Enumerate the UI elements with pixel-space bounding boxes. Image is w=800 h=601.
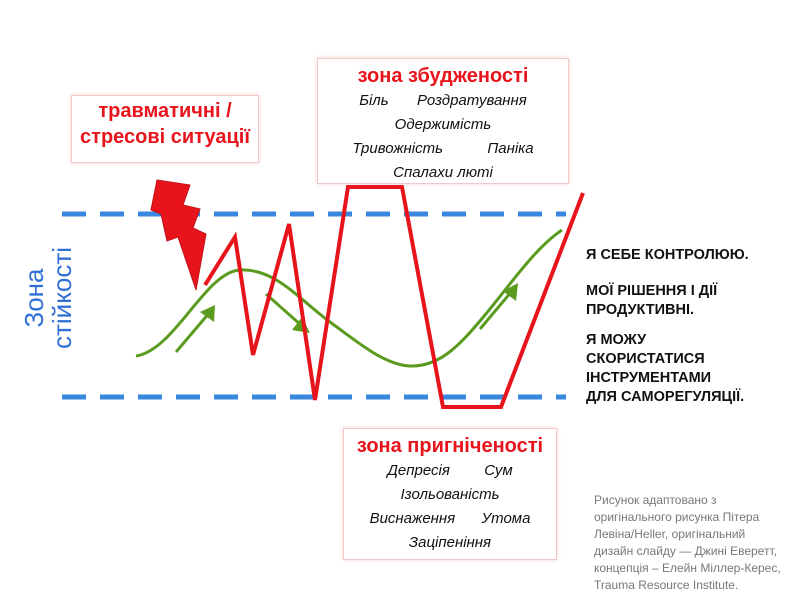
hypoarousal-title: зона пригніченості [356,435,544,457]
hyperarousal-item: Біль [359,92,389,109]
resilience-zone-label-line2: стійкості [47,246,77,350]
trauma-title-line1: травматичні / [98,100,232,122]
hyperarousal-box: зона збудженості Біль Роздратування Одер… [317,58,569,184]
statement-line: МОЇ РІШЕННЯ І ДІЇ [586,283,718,299]
caption-line: концепція – Елейн Міллер-Керес, [594,561,781,575]
attribution-caption: Рисунок адаптовано з оригінального рисун… [594,492,794,594]
statement-decisions: МОЇ РІШЕННЯ І ДІЇ ПРОДУКТИВНІ. [586,282,717,320]
hypoarousal-item: Депресія [387,462,450,479]
hyperarousal-item: Роздратування [416,92,527,109]
statement-line: ДЛЯ САМОРЕГУЛЯЦІЇ. [586,389,745,405]
resilience-zone-label: Зона стійкості [19,238,140,358]
resilience-zone-label-line1: Зона [19,268,49,328]
caption-line: дизайн слайду — Джині Еверетт, [594,544,777,558]
direction-arrow-1 [174,305,215,353]
hypoarousal-item: Ізольованість [400,486,500,503]
statement-tools: Я МОЖУ СКОРИСТАТИСЯ ІНСТРУМЕНТАМИ ДЛЯ СА… [586,331,744,407]
statement-line: Я СЕБЕ КОНТРОЛЮЮ. [586,247,749,263]
caption-line: Trauma Resource Institute. [594,578,739,592]
statement-line: ІНСТРУМЕНТАМИ [586,370,712,386]
hyperarousal-item: Тривожність [352,140,444,157]
hypoarousal-item: Утома [481,510,531,527]
statement-line: СКОРИСТАТИСЯ [586,351,705,367]
trauma-title-line2: стресові ситуації [80,126,250,148]
caption-line: Левіна/Heller, оригінальний [594,527,746,541]
caption-line: оригінального рисунка Пітера [594,510,760,524]
hyperarousal-title: зона збудженості [357,65,529,87]
direction-arrow-3 [478,283,518,330]
hyperarousal-item: Паніка [487,140,534,157]
statement-line: Я МОЖУ [586,332,647,348]
statement-line: ПРОДУКТИВНІ. [586,302,695,318]
regulated-curve [135,228,563,368]
dysregulated-line [203,185,585,409]
hypoarousal-item: Сум [484,462,513,479]
statement-self-control: Я СЕБЕ КОНТРОЛЮЮ. [586,246,749,265]
hyperarousal-item: Спалахи люті [393,164,493,181]
caption-line: Рисунок адаптовано з [594,493,717,507]
hyperarousal-item: Одержимість [394,116,492,133]
hypoarousal-item: Виснаження [369,510,456,527]
lightning-bolt-icon [150,179,207,291]
trauma-box: травматичні / стресові ситуації [71,95,259,163]
hypoarousal-item: Заціпеніння [408,534,492,551]
hypoarousal-box: зона пригніченості Депресія Сум Ізольова… [343,428,557,560]
